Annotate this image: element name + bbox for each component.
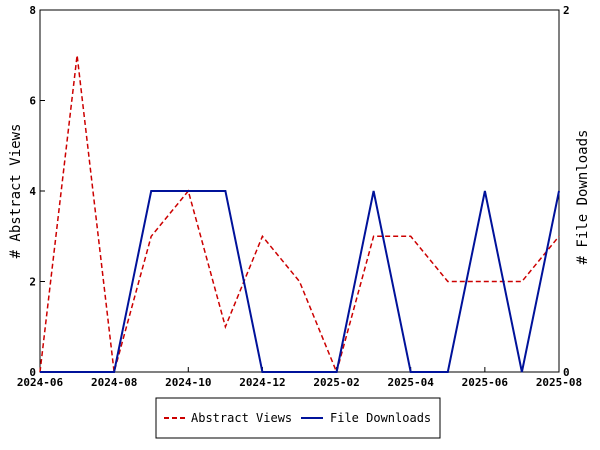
x-tick-label: 2025-08 — [536, 376, 582, 389]
y-right-tick-label: 2 — [563, 4, 570, 17]
y-left-tick-label: 6 — [29, 95, 36, 108]
y-left-tick-label: 8 — [29, 4, 36, 17]
legend-label-file-downloads: File Downloads — [330, 411, 431, 425]
x-tick-label: 2024-10 — [165, 376, 211, 389]
y-right-tick-label: 0 — [563, 366, 570, 379]
y-left-tick-label: 0 — [29, 366, 36, 379]
y-axis-right-label: # File Downloads — [575, 130, 591, 265]
y-left-tick-label: 4 — [29, 185, 36, 198]
y-axis-left-label: # Abstract Views — [8, 124, 24, 259]
series-layer — [39, 55, 560, 375]
x-tick-label: 2025-06 — [462, 376, 509, 389]
legend-box — [155, 397, 441, 439]
legend-label-abstract-views: Abstract Views — [191, 411, 292, 425]
series-line-file-downloads — [40, 190, 560, 373]
legend: Abstract Views File Downloads — [155, 397, 441, 439]
series-line-abstract-views — [39, 55, 560, 375]
plot-area — [39, 9, 560, 373]
x-tick-label: 2024-08 — [91, 376, 137, 389]
y-left-tick-label: 2 — [29, 276, 36, 289]
x-tick-label: 2024-06 — [17, 376, 64, 389]
x-tick-label: 2024-12 — [239, 376, 285, 389]
x-tick-label: 2025-04 — [388, 376, 435, 389]
x-tick-label: 2025-02 — [313, 376, 359, 389]
axis-ticks: 2024-06 2024-08 2024-10 2024-12 2025-02 2025-… — [17, 4, 582, 389]
